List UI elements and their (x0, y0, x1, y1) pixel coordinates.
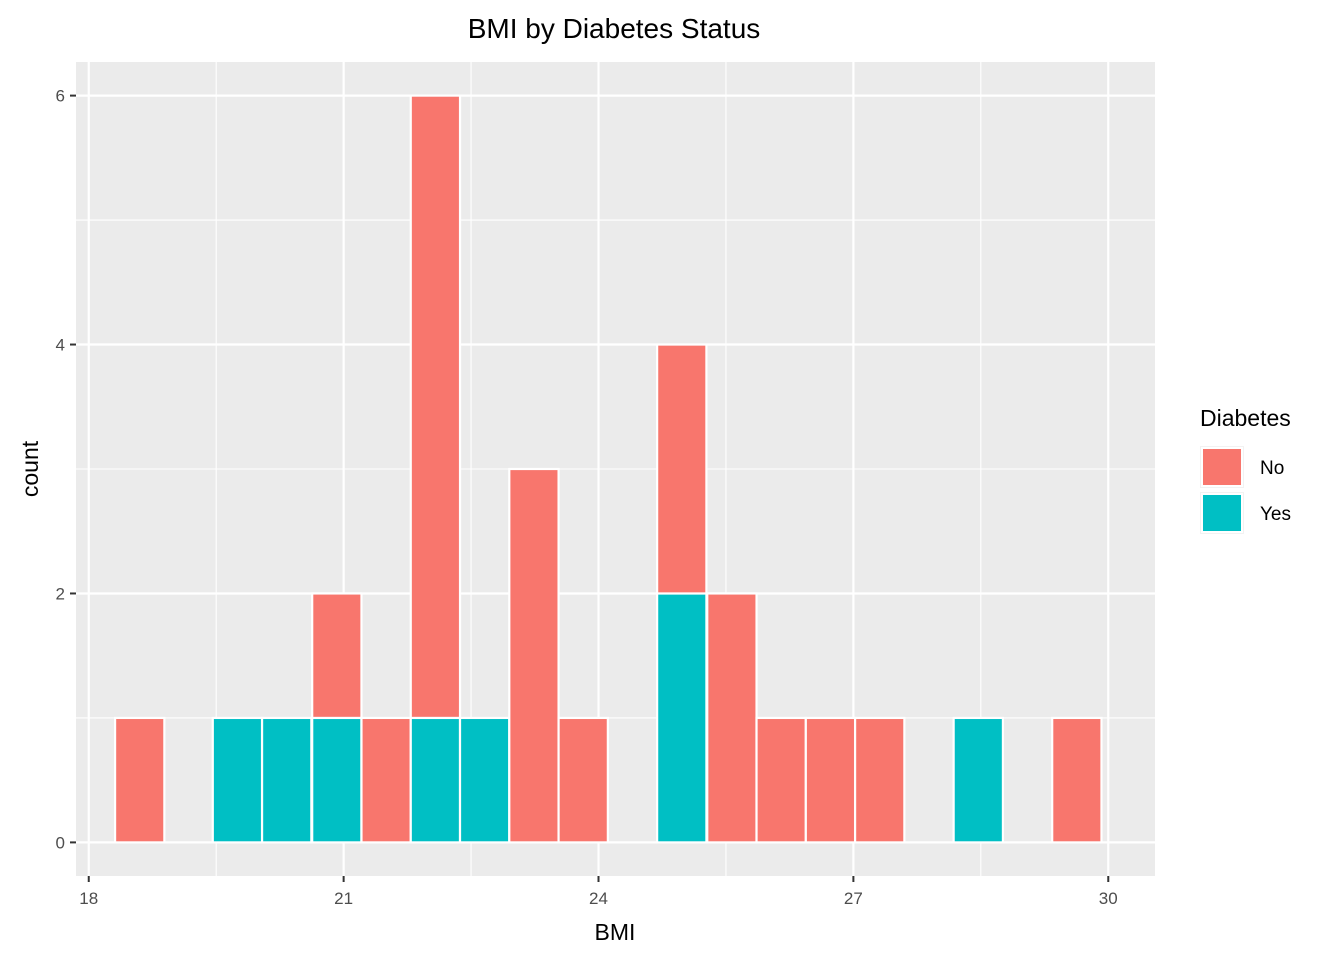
legend-title: Diabetes (1200, 405, 1291, 431)
bar-yes (458, 716, 511, 844)
bar-no (311, 592, 363, 720)
bar-yes (211, 716, 264, 844)
bar-no (755, 716, 807, 844)
y-axis-title: count (17, 440, 43, 497)
bar-no (1051, 716, 1103, 844)
x-tick-label: 30 (1099, 889, 1118, 908)
bar-yes (952, 716, 1005, 844)
bar-yes (311, 716, 363, 844)
x-tick-label: 27 (844, 889, 863, 908)
bar-no (113, 716, 166, 844)
y-axis-ticks: 0 2 4 6 (56, 87, 76, 852)
legend-swatch-no (1201, 447, 1243, 487)
y-tick-label: 2 (56, 584, 65, 603)
bar-no (409, 94, 462, 720)
y-tick-label: 6 (56, 87, 65, 106)
x-axis-ticks: 18 21 24 27 30 (79, 876, 1118, 908)
legend-label-yes: Yes (1260, 504, 1291, 525)
bar-yes (409, 716, 462, 844)
x-tick-label: 18 (79, 889, 98, 908)
bar-yes (656, 592, 708, 844)
x-tick-label: 21 (334, 889, 353, 908)
y-tick-label: 4 (56, 336, 65, 355)
chart-title: BMI by Diabetes Status (468, 13, 761, 44)
bar-no (360, 716, 412, 844)
bar-no (557, 716, 609, 844)
bar-no (508, 467, 560, 844)
y-tick-label: 0 (56, 833, 65, 852)
bar-no (706, 592, 758, 844)
x-axis-title: BMI (595, 919, 636, 945)
bar-no (853, 716, 906, 844)
legend: Diabetes No Yes (1200, 405, 1291, 534)
bar-no (804, 716, 857, 844)
legend-swatch-yes (1201, 493, 1243, 533)
x-tick-label: 24 (589, 889, 608, 908)
histogram-bars (113, 94, 1103, 844)
minor-gridlines (76, 62, 1155, 876)
legend-label-no: No (1260, 458, 1284, 479)
bar-yes (260, 716, 313, 844)
bar-no (656, 343, 708, 595)
